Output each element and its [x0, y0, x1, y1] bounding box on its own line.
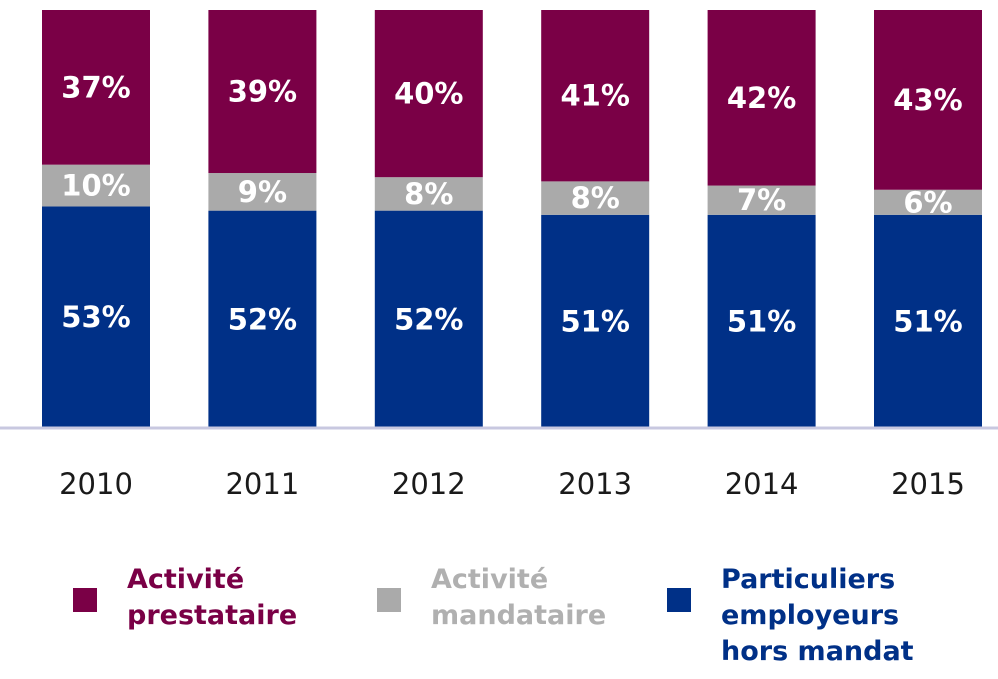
data-label-particuliers-employeurs-hors-mandat-2014: 51%	[727, 304, 796, 338]
bar-segment-particuliers-employeurs-hors-mandat-2013	[541, 214, 650, 428]
bar-segment-particuliers-employeurs-hors-mandat-2015	[874, 214, 982, 428]
legend-item-particuliers: Particuliers employeurs hors mandat	[667, 562, 914, 670]
bar-segment-particuliers-employeurs-hors-mandat-2012	[374, 210, 483, 428]
data-label-activite-mandataire-2012: 8%	[404, 177, 453, 211]
bar-segment-activite-mandataire-2010	[42, 164, 150, 207]
x-tick-label-2015: 2015	[891, 467, 965, 501]
data-label-activite-prestataire-2015: 43%	[893, 83, 962, 117]
data-label-activite-mandataire-2014: 7%	[737, 183, 786, 217]
bar-segment-activite-prestataire-2013	[541, 10, 650, 182]
data-label-activite-mandataire-2013: 8%	[571, 181, 620, 215]
legend-label-prestataire: Activité prestataire	[127, 564, 298, 631]
data-label-activite-prestataire-2012: 40%	[394, 77, 463, 111]
data-label-activite-prestataire-2014: 42%	[727, 81, 796, 115]
bar-segment-activite-mandataire-2015	[874, 189, 982, 215]
bar-segment-activite-prestataire-2014	[707, 10, 816, 186]
data-label-activite-mandataire-2011: 9%	[238, 175, 287, 209]
bar-segment-activite-mandataire-2011	[208, 173, 317, 211]
legend-item-prestataire: Activité prestataire	[73, 562, 297, 634]
bar-segment-activite-prestataire-2010	[42, 10, 150, 165]
data-label-activite-prestataire-2010: 37%	[61, 70, 130, 104]
legend: Activité prestataire Activité mandataire…	[0, 562, 998, 679]
legend-item-mandataire: Activité mandataire	[377, 562, 606, 634]
data-label-particuliers-employeurs-hors-mandat-2011: 52%	[228, 302, 297, 336]
bar-segment-activite-mandataire-2014	[707, 185, 816, 215]
bar-segment-particuliers-employeurs-hors-mandat-2010	[42, 206, 150, 428]
bar-segment-activite-prestataire-2011	[208, 10, 317, 174]
bar-segment-particuliers-employeurs-hors-mandat-2011	[208, 210, 317, 428]
bar-segment-particuliers-employeurs-hors-mandat-2014	[707, 214, 816, 428]
x-tick-label-2012: 2012	[392, 467, 466, 501]
legend-label-mandataire: Activité mandataire	[431, 564, 607, 631]
data-label-particuliers-employeurs-hors-mandat-2012: 52%	[394, 302, 463, 336]
legend-swatch-mandataire	[377, 588, 401, 612]
bar-segment-activite-prestataire-2015	[874, 10, 982, 190]
data-label-particuliers-employeurs-hors-mandat-2013: 51%	[560, 304, 629, 338]
data-label-activite-prestataire-2013: 41%	[560, 79, 629, 113]
x-tick-label-2014: 2014	[725, 467, 799, 501]
data-label-particuliers-employeurs-hors-mandat-2010: 53%	[61, 300, 130, 334]
segment-labels-group: 53% 10% 37% 52% 9% 39% 52% 8% 40% 51% 8% 41% 51% 7% 42…	[61, 70, 962, 338]
data-label-particuliers-employeurs-hors-mandat-2015: 51%	[893, 304, 962, 338]
legend-label-particuliers: Particuliers employeurs hors mandat	[721, 564, 914, 667]
legend-swatch-particuliers	[667, 588, 691, 612]
data-label-activite-prestataire-2011: 39%	[228, 75, 297, 109]
legend-swatch-prestataire	[73, 588, 97, 612]
data-label-activite-mandataire-2010: 10%	[61, 169, 130, 203]
x-tick-labels-group: 2010 2011 2012 2013 2014 2015	[59, 467, 965, 501]
bar-segment-activite-prestataire-2012	[374, 10, 483, 178]
bar-segment-activite-mandataire-2012	[374, 177, 483, 211]
x-tick-label-2011: 2011	[225, 467, 299, 501]
bar-segment-activite-mandataire-2013	[541, 181, 650, 215]
bars-group	[42, 10, 982, 428]
data-label-activite-mandataire-2015: 6%	[903, 185, 952, 219]
x-tick-label-2013: 2013	[558, 467, 632, 501]
x-tick-label-2010: 2010	[59, 467, 133, 501]
